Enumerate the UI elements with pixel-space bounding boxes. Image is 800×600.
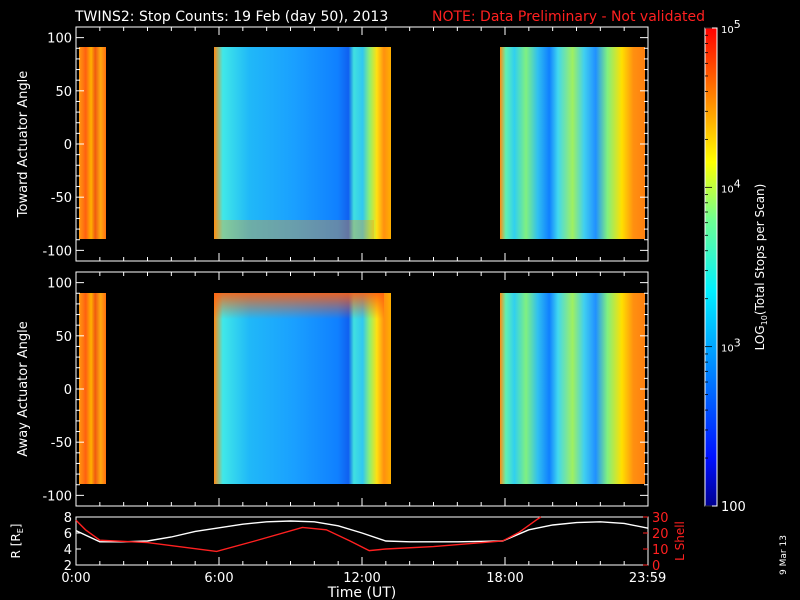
time-tick-label: 6:00 [204, 571, 233, 586]
colorbar-gradient [704, 27, 718, 507]
away-y-label: Away Actuator Angle [16, 321, 31, 456]
r-tick-label: 2 [64, 559, 72, 574]
r-tick-label: 4 [64, 543, 72, 558]
colorbar: 105 104 103 100 LOG10(Total Stops per Scan) [704, 18, 769, 515]
orbit-lines [75, 516, 649, 553]
y-tick-label: -50 [51, 191, 72, 206]
y-tick-label: 100 [47, 32, 72, 47]
lshell-series-line [75, 516, 542, 553]
toward-heatmap-panel: 100 50 0 -50 -100 Toward Actuator Angle [16, 26, 649, 262]
toward-heatmap-segment-3 [500, 47, 645, 239]
y-tick-label: -100 [42, 244, 72, 259]
r-y-label: R [RE] [9, 524, 25, 559]
away-heatmap-segment-2 [214, 293, 391, 484]
lshell-y-label: L Shell [673, 521, 687, 561]
chart-note: NOTE: Data Preliminary - Not validated [432, 9, 705, 25]
toward-x-ticks [75, 27, 649, 261]
y-tick-label: 50 [55, 330, 72, 345]
toward-heatmap-segment-2 [214, 47, 391, 239]
time-tick-label: 23:59 [629, 571, 666, 586]
colorbar-tick-label: 100 [721, 500, 746, 515]
colorbar-ticks: 105 104 103 100 [705, 18, 746, 515]
time-tick-label: 0:00 [61, 571, 90, 586]
away-y-axis: 100 50 0 -50 -100 [42, 277, 648, 504]
lshell-tick-label: 10 [652, 543, 669, 558]
lshell-tick-label: 30 [652, 511, 669, 526]
chart-title: TWINS2: Stop Counts: 19 Feb (day 50), 20… [74, 9, 388, 25]
r-tick-label: 8 [64, 511, 72, 526]
colorbar-tick-label: 103 [721, 337, 741, 355]
toward-heatmap-segment-1 [79, 47, 106, 239]
r-series-line [75, 520, 649, 543]
away-heatmap-panel: 100 50 0 -50 -100 Away Actuator Angle [16, 271, 649, 507]
away-heatmap-segment-3 [500, 293, 645, 484]
time-x-axis: 0:00 6:00 12:00 18:00 23:59 [61, 557, 666, 586]
toward-y-label: Toward Actuator Angle [16, 71, 31, 218]
y-tick-label: 0 [64, 138, 72, 153]
lshell-tick-label: 0 [652, 559, 660, 574]
time-tick-label: 18:00 [486, 571, 523, 586]
toward-heatmap-low-edge [214, 220, 374, 239]
toward-y-axis: 100 50 0 -50 -100 [42, 32, 648, 259]
y-tick-label: 50 [55, 85, 72, 100]
x-axis-title: Time (UT) [327, 585, 396, 600]
colorbar-tick-label: 104 [721, 177, 741, 195]
date-stamp: 9 Mar 13 [779, 535, 789, 575]
y-tick-label: 0 [64, 383, 72, 398]
lshell-tick-label: 20 [652, 527, 669, 542]
y-tick-label: -50 [51, 436, 72, 451]
r-tick-label: 6 [64, 527, 72, 542]
y-tick-label: 100 [47, 277, 72, 292]
y-tick-label: -100 [42, 489, 72, 504]
time-tick-label: 12:00 [343, 571, 380, 586]
colorbar-label: LOG10(Total Stops per Scan) [753, 184, 769, 351]
away-heatmap-high-edge [214, 293, 384, 319]
away-x-ticks [75, 272, 649, 506]
colorbar-tick-label: 105 [721, 18, 741, 36]
